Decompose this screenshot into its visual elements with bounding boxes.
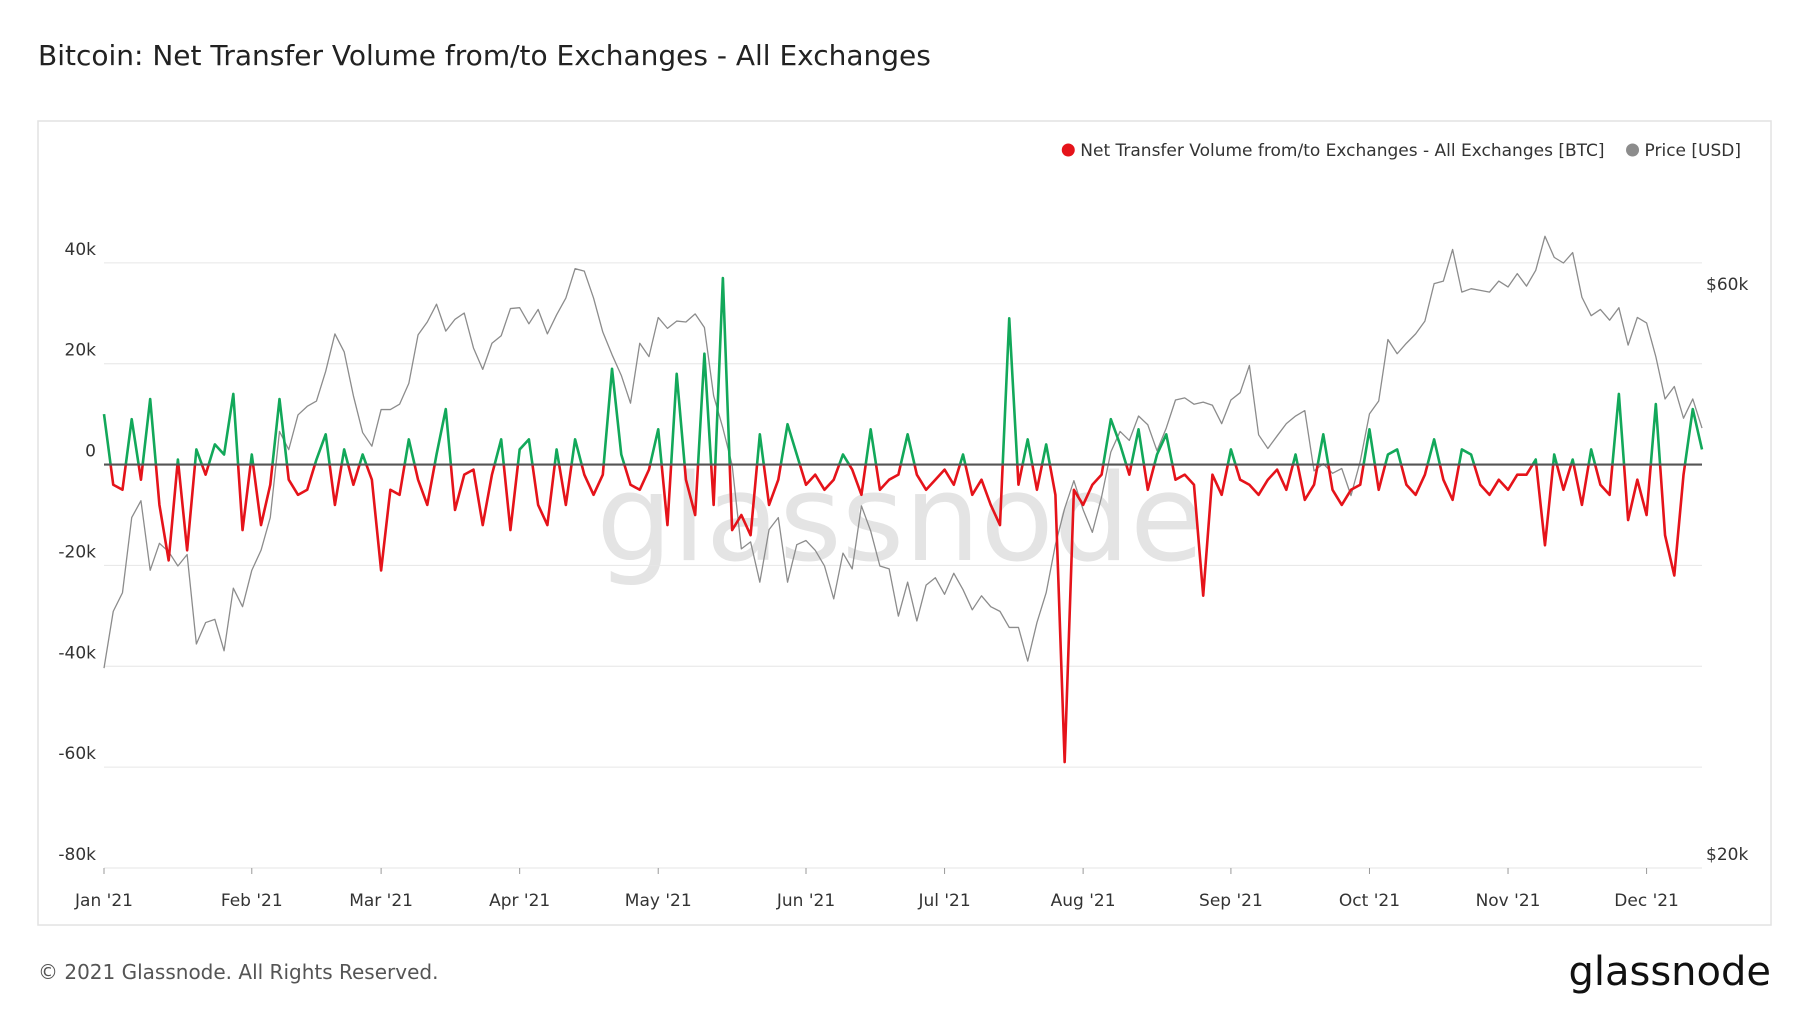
y-tick-label: 0 (85, 442, 96, 462)
y-tick-label: 40k (65, 240, 97, 260)
series-line (102, 276, 1704, 764)
y-tick-label: 20k (65, 341, 97, 361)
x-tick-label: Mar '21 (349, 891, 413, 911)
x-tick-label: Feb '21 (221, 891, 283, 911)
chart-frame (37, 120, 1772, 926)
x-tick-label: Nov '21 (1476, 891, 1541, 911)
x-tick-label: Oct '21 (1339, 891, 1400, 911)
x-tick-label: Dec '21 (1614, 891, 1679, 911)
y-tick-label: -60k (58, 744, 96, 764)
x-tick-label: Jun '21 (776, 891, 835, 911)
footer: © 2021 Glassnode. All Rights Reserved. (38, 960, 438, 984)
x-tick-label: May '21 (625, 891, 692, 911)
legend-label: Price [USD] (1645, 141, 1741, 161)
y-tick-label: -40k (58, 643, 96, 663)
y2-tick-label: $20k (1706, 845, 1748, 865)
x-tick-label: Aug '21 (1051, 891, 1116, 911)
legend-swatch (1061, 143, 1075, 157)
x-tick-label: Jul '21 (917, 891, 970, 911)
x-tick-label: Sep '21 (1199, 891, 1263, 911)
legend-label: Net Transfer Volume from/to Exchanges - … (1080, 141, 1604, 161)
chart-title: Bitcoin: Net Transfer Volume from/to Exc… (38, 39, 931, 72)
x-tick-label: Jan '21 (74, 891, 133, 911)
series-line (103, 235, 1703, 669)
x-tick-label: Apr '21 (489, 891, 550, 911)
logo: glassnode (1568, 949, 1771, 995)
legend-swatch (1626, 143, 1640, 157)
y-tick-label: -20k (58, 542, 96, 562)
y2-tick-label: $60k (1706, 275, 1748, 295)
y-tick-label: -80k (58, 845, 96, 865)
